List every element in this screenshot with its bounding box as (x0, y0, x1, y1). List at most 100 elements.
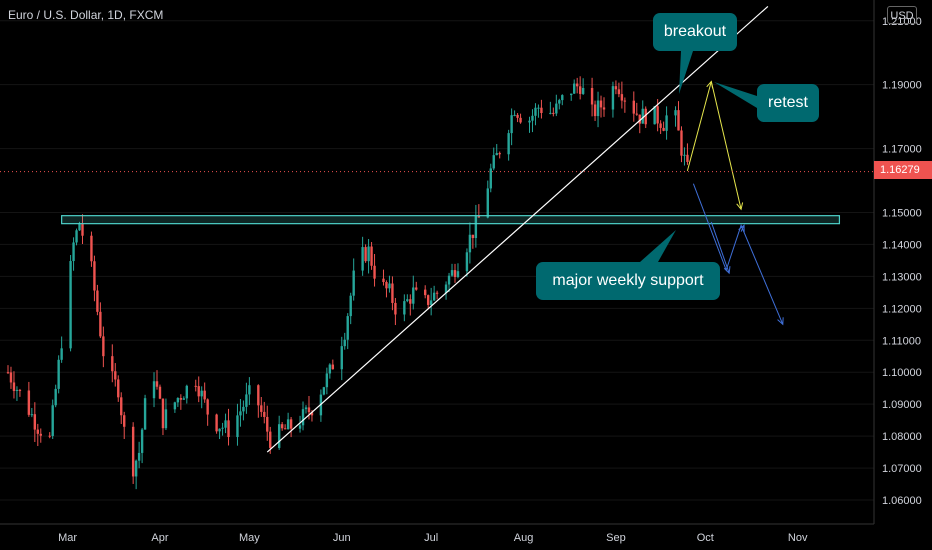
candle-body (120, 397, 123, 416)
candle-body (179, 398, 183, 400)
candle-body (224, 420, 227, 428)
projection-path-arrowhead (777, 317, 784, 326)
candle-body (444, 284, 448, 294)
candle-body (161, 398, 165, 429)
candle-body (75, 230, 78, 243)
candle-body (301, 409, 305, 426)
retest-path-up[interactable] (686, 81, 712, 172)
candle-body (215, 414, 218, 432)
candle-body (283, 428, 287, 430)
candle-body (635, 113, 638, 115)
candle-body (558, 100, 561, 104)
support-zone-rect[interactable] (61, 215, 841, 225)
y-tick-label: 1.21000 (882, 16, 922, 28)
candle-body (60, 348, 63, 360)
candle-body (495, 153, 498, 156)
candle-body (516, 114, 519, 118)
candle-body (465, 252, 469, 272)
candle-body (578, 86, 582, 94)
candle-body (665, 115, 668, 131)
x-tick-label: May (239, 532, 260, 544)
candle-body (69, 261, 72, 349)
candle-body (593, 104, 597, 117)
candle-body (280, 424, 284, 429)
candle-body (203, 390, 206, 400)
retest-label: retest (767, 94, 808, 111)
candle-body (90, 235, 93, 262)
projection-path-c-arrowhead (738, 224, 745, 233)
candle-body (257, 385, 260, 406)
candle-body (614, 86, 618, 90)
candle-body (54, 388, 57, 406)
candle-body (322, 387, 326, 395)
candle-body (134, 460, 138, 477)
candle-body (218, 428, 221, 432)
projection-path-b[interactable] (710, 221, 730, 274)
axes: 1.06000 1.07000 1.08000 1.09000 1.10000 1.110… (0, 0, 922, 544)
candle-body (596, 100, 600, 117)
y-tick-label: 1.15000 (882, 207, 922, 219)
annotation-lines (266, 5, 784, 453)
candle-body (236, 415, 239, 438)
candle-body (632, 100, 635, 114)
candle-body (602, 107, 606, 110)
candle-body (599, 100, 603, 108)
projection-path[interactable] (692, 183, 784, 325)
candle-body (623, 100, 627, 102)
support-pointer (640, 230, 676, 262)
candle-body (683, 154, 686, 156)
candle-body (489, 168, 492, 189)
candle-body (507, 133, 510, 155)
candle-body (221, 427, 224, 429)
candle-body (248, 385, 251, 395)
candle-body (492, 155, 495, 169)
candle-body (286, 419, 290, 430)
candle-body (620, 94, 624, 101)
candle-body (9, 372, 13, 383)
candle-body (570, 93, 573, 96)
y-tick-label: 1.17000 (882, 144, 922, 156)
candle-body (72, 242, 75, 262)
projection-path-b-arrowhead (723, 266, 731, 275)
candle-body (456, 271, 460, 278)
candle-body (391, 283, 394, 303)
candle-body (245, 394, 248, 407)
candle-body (373, 265, 376, 279)
candle-body (269, 431, 272, 448)
candle-body (435, 292, 439, 294)
candles (6, 76, 689, 490)
candle-body (200, 390, 203, 397)
y-tick-label: 1.06000 (882, 495, 922, 507)
candle-body (644, 108, 647, 125)
candle-body (349, 295, 352, 317)
candle-body (403, 301, 406, 315)
candle-body (194, 385, 197, 387)
candle-body (39, 433, 42, 436)
candle-body (140, 429, 144, 453)
candle-body (27, 390, 31, 415)
candle-body (662, 127, 665, 131)
candle-body (15, 389, 19, 391)
support-label: major weekly support (552, 272, 704, 289)
candle-body (361, 247, 364, 271)
candle-body (114, 371, 117, 380)
retest-path-down[interactable] (710, 81, 742, 210)
candle-body (352, 270, 355, 296)
candle-body (57, 359, 60, 389)
candle-body (388, 283, 391, 289)
candle-body (152, 381, 156, 399)
breakout-pointer (679, 51, 693, 94)
candle-body (590, 88, 594, 105)
candle-body (573, 83, 576, 94)
candle-body (123, 415, 126, 427)
trendline[interactable] (266, 5, 769, 453)
y-tick-label: 1.08000 (882, 431, 922, 443)
candle-body (102, 336, 105, 357)
currency-button[interactable]: USD (887, 6, 917, 24)
candle-body (677, 110, 680, 131)
candle-body (266, 416, 269, 432)
candle-body (36, 429, 39, 434)
y-tick-label: 1.14000 (882, 239, 922, 251)
candle-body (680, 130, 683, 156)
